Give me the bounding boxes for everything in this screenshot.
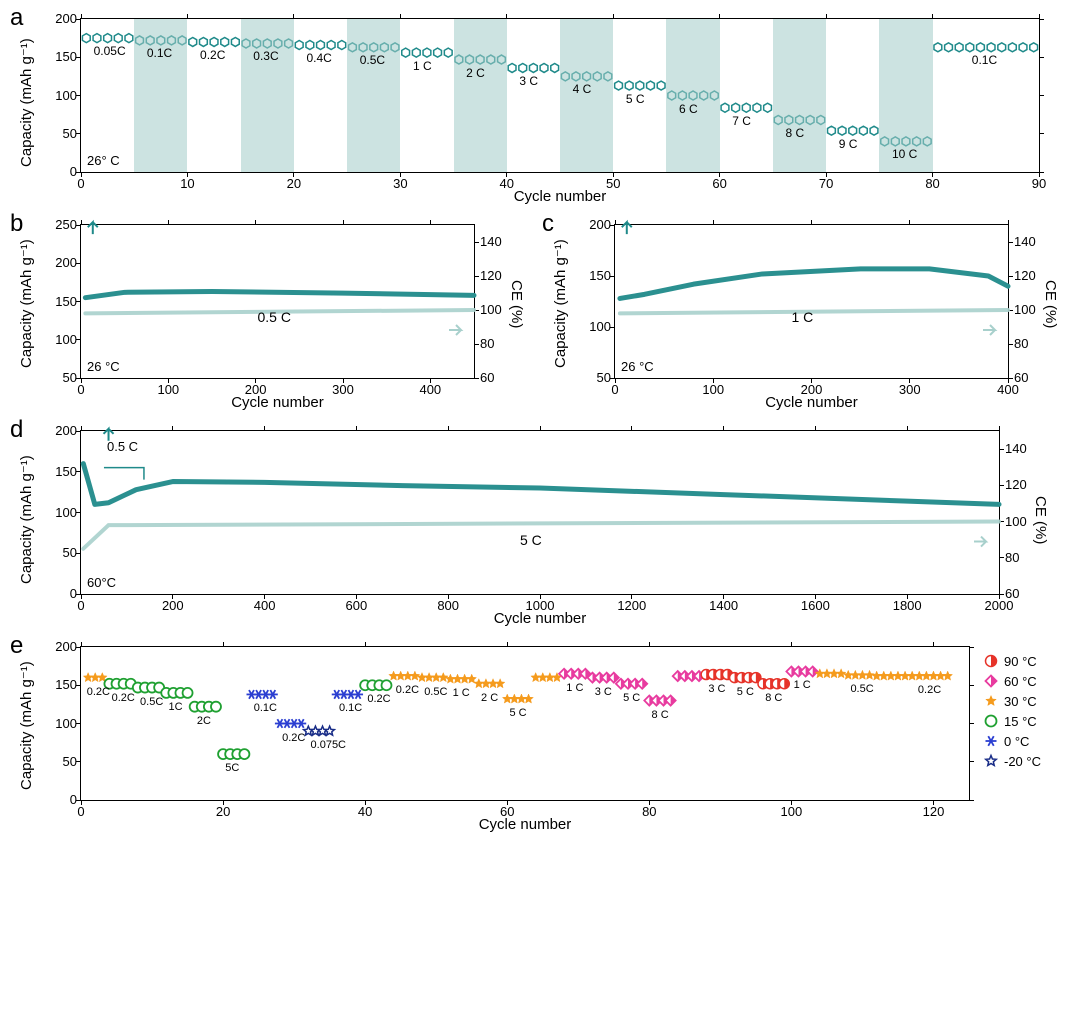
- panel-a-plot: 01020304050607080900501001502000.05C0.1C…: [80, 18, 1040, 173]
- panel-d-label: d: [10, 416, 23, 444]
- panel-c-plot: 010020030040050100150200608010012014026 …: [614, 224, 1009, 379]
- panel-e-label: e: [10, 632, 23, 660]
- legend-label: 0 °C: [1004, 734, 1029, 749]
- panel-c-y2label: CE (%): [1042, 264, 1059, 344]
- legend-label: -20 °C: [1004, 754, 1041, 769]
- panel-c-label: c: [542, 210, 554, 238]
- panel-a: a Capacity (mAh g⁻¹) 0102030405060708090…: [8, 8, 1072, 208]
- panel-b-label: b: [10, 210, 23, 238]
- legend-label: 60 °C: [1004, 674, 1037, 689]
- panel-e-ylabel: Capacity (mAh g⁻¹): [18, 651, 36, 801]
- panel-d-xlabel: Cycle number: [80, 610, 1000, 627]
- panel-c: c Capacity (mAh g⁻¹) 0100200300400501001…: [548, 214, 1072, 414]
- figure: a Capacity (mAh g⁻¹) 0102030405060708090…: [8, 8, 1072, 836]
- panel-c-xlabel: Cycle number: [614, 394, 1009, 411]
- legend-label: 15 °C: [1004, 714, 1037, 729]
- legend-item: 15 °C: [983, 711, 1041, 731]
- legend-item: 30 °C: [983, 691, 1041, 711]
- panel-e-legend: 90 °C 60 °C 30 °C 15 °C 0 °C -20 °C: [983, 651, 1041, 771]
- panel-b-plot: 0100200300400501001502002506080100120140…: [80, 224, 475, 379]
- panel-e-xlabel: Cycle number: [80, 816, 970, 833]
- panel-a-label: a: [10, 4, 23, 32]
- panel-d-plot: 0200400600800100012001400160018002000050…: [80, 430, 1000, 595]
- panel-a-ylabel: Capacity (mAh g⁻¹): [18, 28, 36, 178]
- legend-label: 90 °C: [1004, 654, 1037, 669]
- panel-b-ylabel: Capacity (mAh g⁻¹): [18, 229, 36, 379]
- panel-e-plot: 0204060801001200501001502000.2C0.2C0.5C1…: [80, 646, 970, 801]
- legend-item: -20 °C: [983, 751, 1041, 771]
- legend-item: 0 °C: [983, 731, 1041, 751]
- panel-d-y2label: CE (%): [1032, 480, 1049, 560]
- panel-d-ylabel: Capacity (mAh g⁻¹): [18, 440, 36, 600]
- panel-b-xlabel: Cycle number: [80, 394, 475, 411]
- legend-item: 60 °C: [983, 671, 1041, 691]
- legend-label: 30 °C: [1004, 694, 1037, 709]
- panel-b-y2label: CE (%): [508, 264, 525, 344]
- panel-e: e Capacity (mAh g⁻¹) 0204060801001200501…: [8, 636, 1072, 836]
- legend-item: 90 °C: [983, 651, 1041, 671]
- panel-b: b Capacity (mAh g⁻¹) 0100200300400501001…: [8, 214, 528, 414]
- panel-d: d Capacity (mAh g⁻¹) 0200400600800100012…: [8, 420, 1072, 630]
- panel-a-xlabel: Cycle number: [80, 188, 1040, 205]
- panel-c-ylabel: Capacity (mAh g⁻¹): [552, 229, 570, 379]
